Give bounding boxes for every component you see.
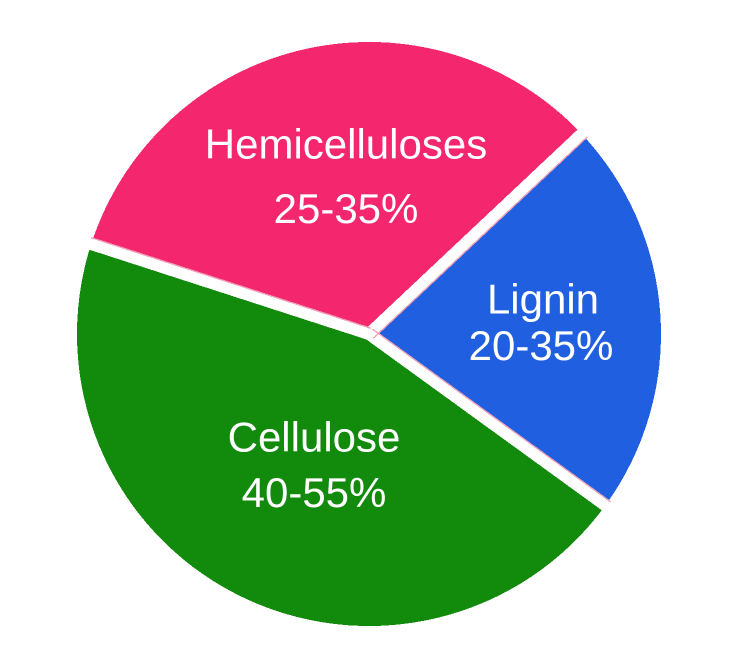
svg-text:25-35%: 25-35% <box>274 185 419 232</box>
svg-text:40-55%: 40-55% <box>242 469 387 516</box>
svg-text:20-35%: 20-35% <box>469 322 614 369</box>
svg-text:Lignin: Lignin <box>487 276 599 323</box>
svg-text:Hemicelluloses: Hemicelluloses <box>205 121 487 168</box>
svg-text:Cellulose: Cellulose <box>228 413 401 460</box>
